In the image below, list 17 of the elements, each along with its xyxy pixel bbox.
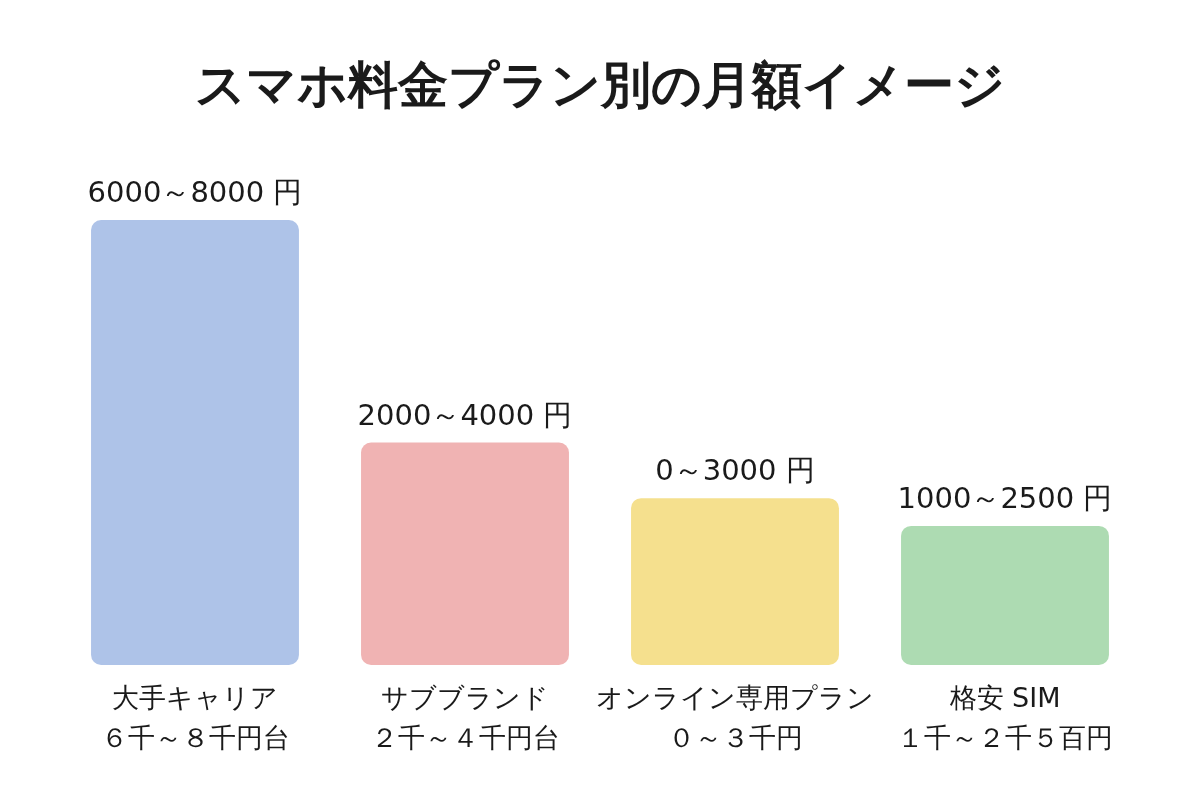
bar [901, 525, 1109, 665]
x-tick-label: サブブランド [381, 682, 549, 713]
text: ０～３千円 [667, 722, 803, 753]
x-tick-label: オンライン専用プラン [596, 682, 874, 713]
data-label: 6000～8000 円 [87, 175, 303, 209]
chart-title: スマホ料金プラン別の月額イメージ [195, 56, 1005, 114]
bar [91, 220, 299, 665]
bar [361, 442, 569, 665]
x-tick-label: 大手キャリア [112, 682, 278, 713]
text: ６千～８千円台 [100, 722, 290, 753]
text: １千～２千５百円 [897, 722, 1113, 753]
bar [631, 498, 839, 665]
text: ２千～４千円台 [370, 722, 560, 753]
data-label: 2000～4000 円 [357, 397, 573, 432]
data-label: 0～3000 円 [655, 453, 815, 488]
x-tick-label: 格安 SIM [948, 682, 1061, 713]
data-label: 1000～2500 円 [897, 480, 1113, 515]
